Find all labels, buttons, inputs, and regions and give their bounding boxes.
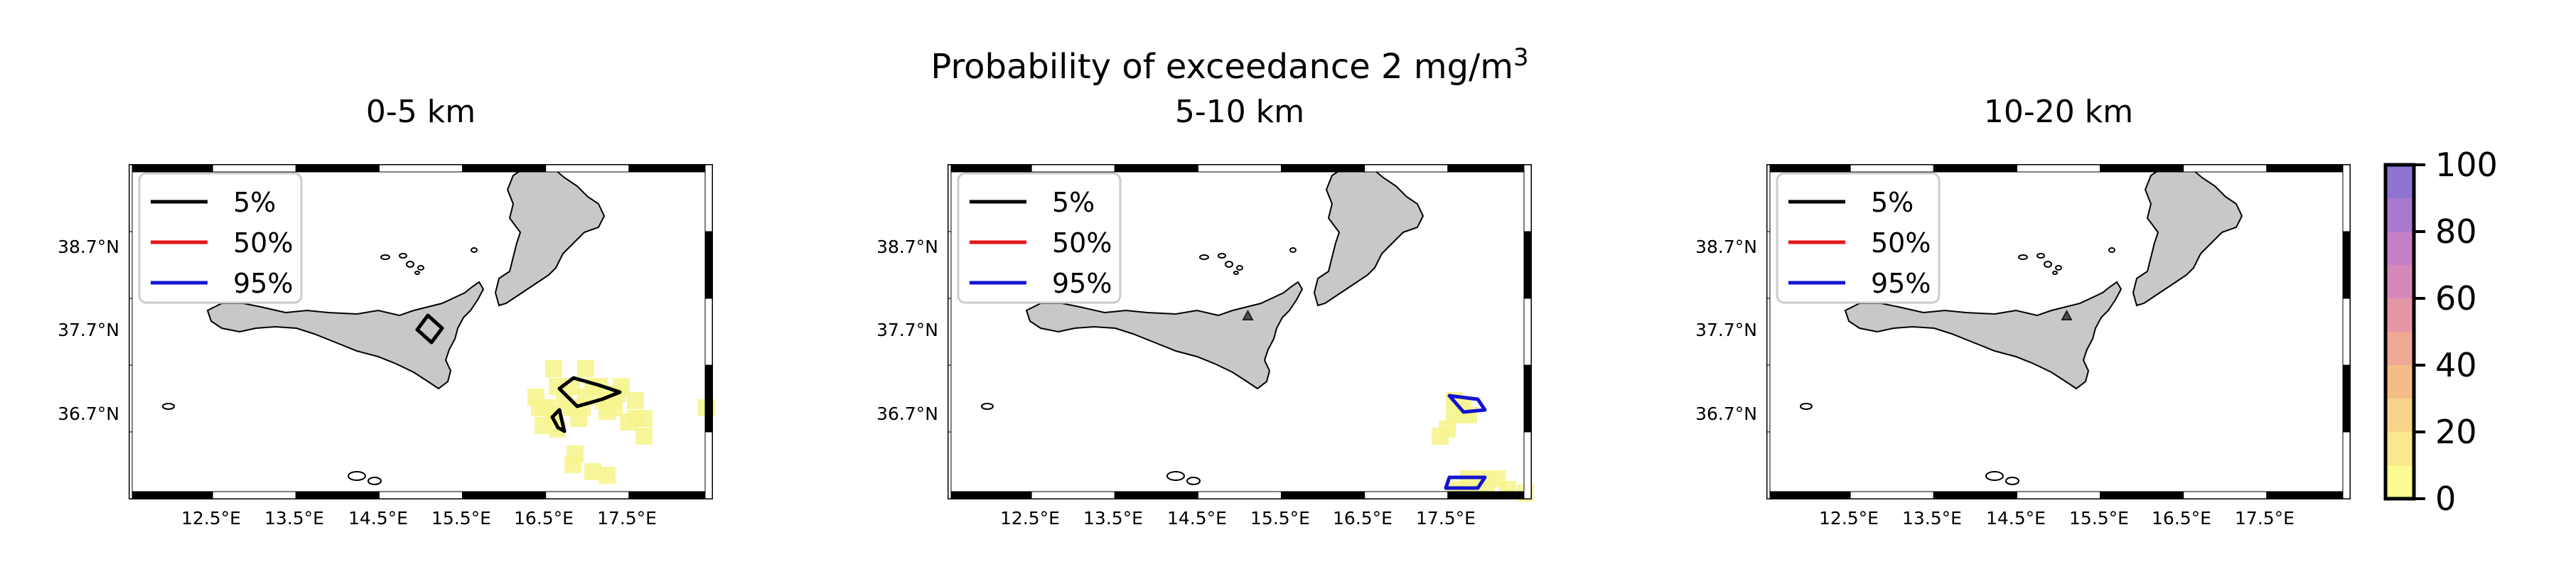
legend: 5% 50% 95%: [1776, 172, 1941, 304]
lon-tick-label: 13.5°E: [1902, 508, 1962, 529]
lon-tick-label: 12.5°E: [1819, 508, 1879, 529]
colorbar-segment: [2386, 165, 2414, 198]
legend-label: 95%: [1052, 268, 1112, 299]
probability-cell: [627, 392, 644, 409]
colorbar-tick-label: 60: [2435, 279, 2477, 318]
lon-tick-label: 12.5°E: [1000, 508, 1060, 529]
legend: 5% 50% 95%: [957, 172, 1122, 304]
legend-label: 50%: [233, 227, 293, 259]
colorbar-segment: [2386, 465, 2414, 499]
colorbar-segment: [2386, 198, 2414, 232]
panels-group: 0-5 km 5% 50% 95% 38.7°N 37.7°N 36.7°N 12.5°E 13…: [58, 94, 2351, 529]
lon-tick-label: 15.5°E: [431, 508, 491, 529]
lon-tick-label: 16.5°E: [514, 508, 574, 529]
map-frame: [1766, 164, 2351, 499]
colorbar-segment: [2386, 432, 2414, 465]
lat-tick-label: 36.7°N: [58, 404, 119, 424]
colorbar-segment: [2386, 399, 2414, 432]
legend-label: 95%: [233, 268, 293, 299]
panel-title: 10-20 km: [1984, 94, 2133, 130]
lon-tick-label: 14.5°E: [1986, 508, 2046, 529]
colorbar-segment: [2386, 265, 2414, 298]
probability-cell: [564, 456, 581, 473]
legend-label: 5%: [233, 187, 276, 218]
lat-tick-label: 36.7°N: [876, 404, 938, 424]
probability-cell: [635, 410, 653, 427]
legend-label: 95%: [1871, 268, 1931, 299]
probability-cell: [1432, 428, 1449, 445]
colorbar-tick-label: 40: [2435, 346, 2477, 384]
legend-label: 5%: [1871, 187, 1914, 218]
lat-tick-label: 38.7°N: [876, 237, 938, 257]
lat-tick-label: 37.7°N: [58, 320, 119, 340]
colorbar-segment: [2386, 365, 2414, 399]
lat-tick-label: 37.7°N: [1695, 320, 1757, 340]
probability-cell: [545, 360, 562, 377]
colorbar-frame: [2383, 163, 2416, 501]
map-panel-2: 5-10 km 5% 50% 95% 38.7°N 37.7°N 36.7°N 12.5°E 1…: [876, 94, 1534, 529]
lon-tick-label: 15.5°E: [2069, 508, 2129, 529]
legend-label: 50%: [1871, 227, 1931, 259]
panel-title: 5-10 km: [1175, 94, 1304, 130]
lon-tick-label: 12.5°E: [181, 508, 241, 529]
lon-tick-label: 14.5°E: [348, 508, 408, 529]
lon-tick-label: 13.5°E: [1083, 508, 1143, 529]
lat-tick-label: 38.7°N: [1695, 237, 1757, 257]
probability-contour: [1447, 394, 1487, 414]
lon-tick-label: 15.5°E: [1250, 508, 1310, 529]
colorbar-segment: [2386, 232, 2414, 265]
lon-tick-label: 17.5°E: [597, 508, 657, 529]
lon-tick-label: 17.5°E: [1416, 508, 1476, 529]
lon-tick-label: 14.5°E: [1167, 508, 1227, 529]
probability-cell: [577, 360, 594, 377]
suptitle-superscript: 3: [1513, 43, 1529, 72]
colorbar-segment: [2386, 298, 2414, 332]
lon-tick-label: 13.5°E: [264, 508, 324, 529]
colorbar-tick-label: 100: [2435, 146, 2498, 184]
map-frame: [948, 164, 1532, 499]
colorbar-tick-label: 80: [2435, 212, 2477, 251]
lat-tick-label: 36.7°N: [1695, 404, 1757, 424]
probability-contour: [415, 313, 444, 345]
map-frame: [129, 164, 713, 499]
probability-cell: [584, 463, 601, 480]
probability-cell: [635, 428, 653, 445]
etna-vent-triangle-icon: [2061, 309, 2073, 320]
map-panel-1: 0-5 km 5% 50% 95% 38.7°N 37.7°N 36.7°N 12.5°E 13…: [58, 94, 715, 529]
colorbar-tick-label: 20: [2435, 413, 2477, 451]
probability-cell: [606, 399, 623, 416]
probability-contour: [1444, 475, 1487, 490]
lon-tick-label: 17.5°E: [2235, 508, 2295, 529]
etna-vent-triangle-icon: [1242, 309, 1254, 320]
legend-label: 50%: [1052, 227, 1112, 259]
colorbar: 100 80 60 40 20 0: [2383, 146, 2498, 518]
panel-title: 0-5 km: [366, 94, 476, 130]
lon-tick-label: 16.5°E: [1333, 508, 1392, 529]
lat-tick-label: 37.7°N: [876, 320, 938, 340]
legend: 5% 50% 95%: [138, 172, 303, 304]
colorbar-tick-label: 0: [2435, 480, 2456, 518]
map-panel-3: 10-20 km 5% 50% 95% 38.7°N 37.7°N 36.7°N 12.5°E…: [1695, 94, 2351, 529]
lon-tick-label: 16.5°E: [2152, 508, 2211, 529]
legend-label: 5%: [1052, 187, 1095, 218]
probability-contour: [550, 408, 567, 433]
probability-contour: [557, 376, 622, 408]
figure-suptitle: Probability of exceedance 2 mg/m3: [930, 43, 1528, 87]
colorbar-segment: [2386, 332, 2414, 365]
lat-tick-label: 38.7°N: [58, 237, 119, 257]
